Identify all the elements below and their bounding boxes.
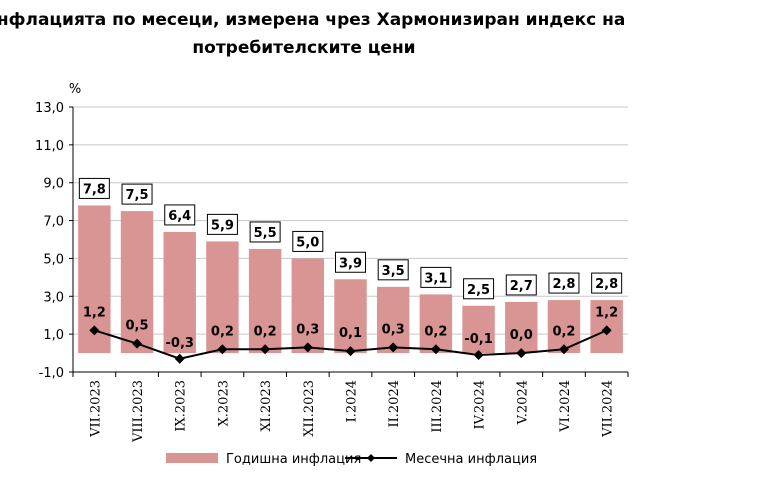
bar xyxy=(163,231,196,354)
bar-label-box xyxy=(164,204,196,226)
line-data-label: 0,3 xyxy=(382,322,405,337)
y-tick-label: 13,0 xyxy=(35,101,64,116)
bar xyxy=(462,305,495,354)
bar xyxy=(376,286,410,354)
line-marker xyxy=(89,325,100,336)
bar-data-label: 2,7 xyxy=(510,279,533,294)
bar-data-label: 2,8 xyxy=(552,277,575,292)
chart-title-line-1: Инфлацията по месеци, измерена чрез Харм… xyxy=(0,10,626,30)
legend-label-annual: Годишна инфлация xyxy=(226,452,361,467)
line-data-label: 1,2 xyxy=(83,305,106,320)
x-tick-label: VII.2023 xyxy=(88,380,103,438)
bar xyxy=(334,279,367,354)
x-tick-label: VII.2024 xyxy=(601,380,616,438)
bar-label-box xyxy=(591,272,623,294)
bar-data-label: 5,0 xyxy=(296,235,319,250)
line-marker xyxy=(558,344,569,355)
line-marker xyxy=(260,344,271,355)
bar-label-box xyxy=(206,213,238,235)
x-axis: VII.2023 VIII.2023 IX.2023 X.2023 XI.2023 XII… xyxy=(72,371,629,443)
y-unit-label: % xyxy=(69,82,81,97)
x-tick-label: VI.2024 xyxy=(558,380,573,433)
x-tick-label: II.2024 xyxy=(387,380,402,428)
bar-data-label: 3,1 xyxy=(424,271,447,286)
line-marker xyxy=(601,325,612,336)
line-marker xyxy=(302,342,313,353)
line-data-labels: 1,2 0,5 -0,3 0,2 0,2 0,3 0,1 0,3 0,2 -0,1 0,0 0,2 1,… xyxy=(83,305,618,350)
y-tick-label: 3,0 xyxy=(43,290,64,305)
y-tick-label: 7,0 xyxy=(43,215,64,230)
y-tick-label: 11,0 xyxy=(35,139,64,154)
line-data-label: 0,0 xyxy=(510,328,533,343)
line-series-monthly xyxy=(89,325,612,364)
y-tick-label: 5,0 xyxy=(43,252,64,267)
x-tick-label: XI.2023 xyxy=(259,380,274,432)
bar xyxy=(206,241,239,354)
bar-series-annual xyxy=(78,205,623,354)
bar-data-label: 5,9 xyxy=(211,218,234,233)
legend-marker-monthly xyxy=(367,454,375,462)
bar-data-label: 7,5 xyxy=(126,188,149,203)
x-tick-label: V.2024 xyxy=(515,380,530,425)
line-data-label: 0,1 xyxy=(339,326,362,341)
legend: Годишна инфлация Месечна инфлация xyxy=(166,452,537,467)
line-data-label: -0,1 xyxy=(464,332,492,347)
legend-swatch-annual xyxy=(166,453,218,463)
line-data-label: 0,2 xyxy=(424,324,447,339)
bar-label-box xyxy=(548,272,580,294)
line-data-label: 0,3 xyxy=(296,322,319,337)
x-tick-label: IX.2023 xyxy=(174,380,189,432)
bar-data-label: 6,4 xyxy=(168,209,191,224)
legend-label-monthly: Месечна инфлация xyxy=(405,452,537,467)
bar-label-box xyxy=(78,177,110,199)
bar-label-box xyxy=(292,230,324,252)
bar-label-box xyxy=(420,266,452,288)
x-tick-label: I.2024 xyxy=(345,380,360,422)
bar-label-box xyxy=(505,274,537,296)
line-data-label: -0,3 xyxy=(166,336,194,351)
bar xyxy=(291,258,325,354)
x-tick-label: III.2024 xyxy=(430,380,445,433)
bar xyxy=(505,301,538,354)
line-data-label: 0,2 xyxy=(552,324,575,339)
bar xyxy=(120,211,154,354)
y-axis: -1,0 1,0 3,0 5,0 7,0 9,0 11,0 13,0% xyxy=(35,82,81,381)
bar-label-box xyxy=(463,278,495,300)
line-data-label: 0,5 xyxy=(126,319,149,334)
bar-data-label: 7,8 xyxy=(83,182,106,197)
line-marker xyxy=(516,348,527,359)
bar-data-label: 5,5 xyxy=(254,226,277,241)
line-data-label: 1,2 xyxy=(595,305,618,320)
bar-data-labels: 7,8 7,5 6,4 5,9 5,5 5,0 3,9 3,5 3,1 2,5 2,7 2,8 2,8 xyxy=(78,177,623,300)
line-data-label: 0,2 xyxy=(254,324,277,339)
line-marker xyxy=(430,344,441,355)
line-marker xyxy=(473,349,484,360)
line-data-label: 0,2 xyxy=(211,324,234,339)
bar xyxy=(419,294,453,354)
bar-data-label: 3,5 xyxy=(382,264,405,279)
line-marker xyxy=(174,353,185,364)
bar-label-box xyxy=(249,221,281,243)
line-marker xyxy=(132,338,143,349)
bar-label-box xyxy=(335,251,366,273)
x-tick-label: XII.2023 xyxy=(302,380,317,437)
bar-label-box xyxy=(121,183,153,205)
line-marker xyxy=(345,346,356,357)
x-tick-label: X.2023 xyxy=(216,380,231,426)
bar-data-label: 2,5 xyxy=(467,283,490,298)
bar-data-label: 2,8 xyxy=(595,277,618,292)
line-marker xyxy=(217,344,228,355)
y-tick-label: -1,0 xyxy=(39,366,64,381)
chart-title-line-2: потребителските цени xyxy=(192,38,416,58)
bar-label-box xyxy=(377,259,409,281)
x-tick-label: IV.2024 xyxy=(473,380,488,429)
y-tick-label: 1,0 xyxy=(43,328,64,343)
x-tick-label: VIII.2023 xyxy=(131,380,146,443)
bar xyxy=(248,248,282,354)
line-marker xyxy=(388,342,399,353)
bar-data-label: 3,9 xyxy=(339,256,362,271)
y-tick-label: 9,0 xyxy=(43,177,64,192)
